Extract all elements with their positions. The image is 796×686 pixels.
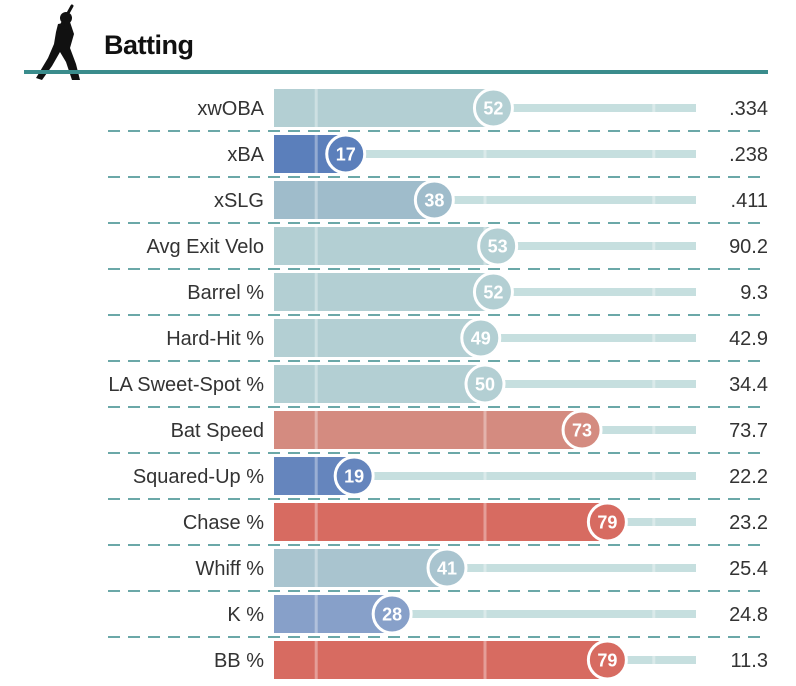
metric-value: 22.2 [729, 466, 768, 488]
percentile-bubble [472, 87, 514, 129]
metric-value: 90.2 [729, 236, 768, 258]
percentile-label: 73 [572, 421, 592, 441]
percentile-bar [274, 319, 481, 357]
percentile-label: 79 [597, 513, 617, 533]
metric-value: 11.3 [731, 650, 768, 672]
percentile-label: 53 [488, 237, 508, 257]
metric-value: .334 [729, 98, 768, 120]
percentile-label: 79 [597, 651, 617, 671]
percentile-bar [274, 503, 608, 541]
metric-label: xSLG [214, 190, 264, 212]
percentile-bar [274, 411, 583, 449]
percentile-bubble [586, 501, 628, 543]
metric-label: Chase % [183, 512, 264, 534]
section-header: Batting [0, 0, 796, 80]
percentile-label: 38 [424, 191, 444, 211]
metric-label: K % [227, 604, 264, 626]
metric-value: 73.7 [729, 420, 768, 442]
metric-label: Squared-Up % [133, 466, 264, 488]
percentile-bubble [333, 455, 375, 497]
percentile-bubble [325, 133, 367, 175]
percentile-bar [274, 89, 494, 127]
metric-label: Avg Exit Velo [147, 236, 264, 258]
metric-value: 34.4 [729, 374, 768, 396]
metric-value: 9.3 [740, 282, 768, 304]
metric-label: LA Sweet-Spot % [108, 374, 264, 396]
metric-label: Whiff % [195, 558, 264, 580]
metric-value: 24.8 [729, 604, 768, 626]
header-divider [24, 70, 768, 74]
percentile-label: 52 [483, 283, 503, 303]
percentile-bar [274, 273, 494, 311]
metric-value: 25.4 [729, 558, 768, 580]
percentile-bubble [477, 225, 519, 267]
percentile-bubble [426, 547, 468, 589]
metric-label: BB % [214, 650, 264, 672]
percentile-label: 49 [471, 329, 491, 349]
percentile-bubble [413, 179, 455, 221]
percentile-label: 41 [437, 559, 457, 579]
percentile-bar [274, 227, 498, 265]
percentile-label: 50 [475, 375, 495, 395]
percentile-bar [274, 365, 485, 403]
percentile-bar [274, 641, 608, 679]
percentile-chart: 52 xwOBA .334 17 xBA .238 38 xSLG .411 53 Avg Exit… [108, 87, 768, 681]
section-title: Batting [104, 30, 194, 60]
percentile-bubble [464, 363, 506, 405]
metric-label: Hard-Hit % [166, 328, 264, 350]
metric-value: .411 [731, 190, 768, 212]
metric-label: Bat Speed [171, 420, 264, 442]
percentile-label: 17 [336, 145, 356, 165]
percentile-bar [274, 549, 448, 587]
baseball-batter-icon [36, 4, 80, 80]
percentile-bubble [371, 593, 413, 635]
percentile-bubble [586, 639, 628, 681]
metric-label: Barrel % [187, 282, 264, 304]
metric-value: 42.9 [729, 328, 768, 350]
metric-label: xBA [227, 144, 264, 166]
percentile-bubble [460, 317, 502, 359]
percentile-label: 19 [344, 467, 364, 487]
metric-value: 23.2 [729, 512, 768, 534]
percentile-bubble [561, 409, 603, 451]
percentile-label: 52 [483, 99, 503, 119]
metric-value: .238 [729, 144, 768, 166]
metric-label: xwOBA [197, 98, 264, 120]
percentile-bubble [472, 271, 514, 313]
percentile-bar [274, 181, 435, 219]
percentile-label: 28 [382, 605, 402, 625]
